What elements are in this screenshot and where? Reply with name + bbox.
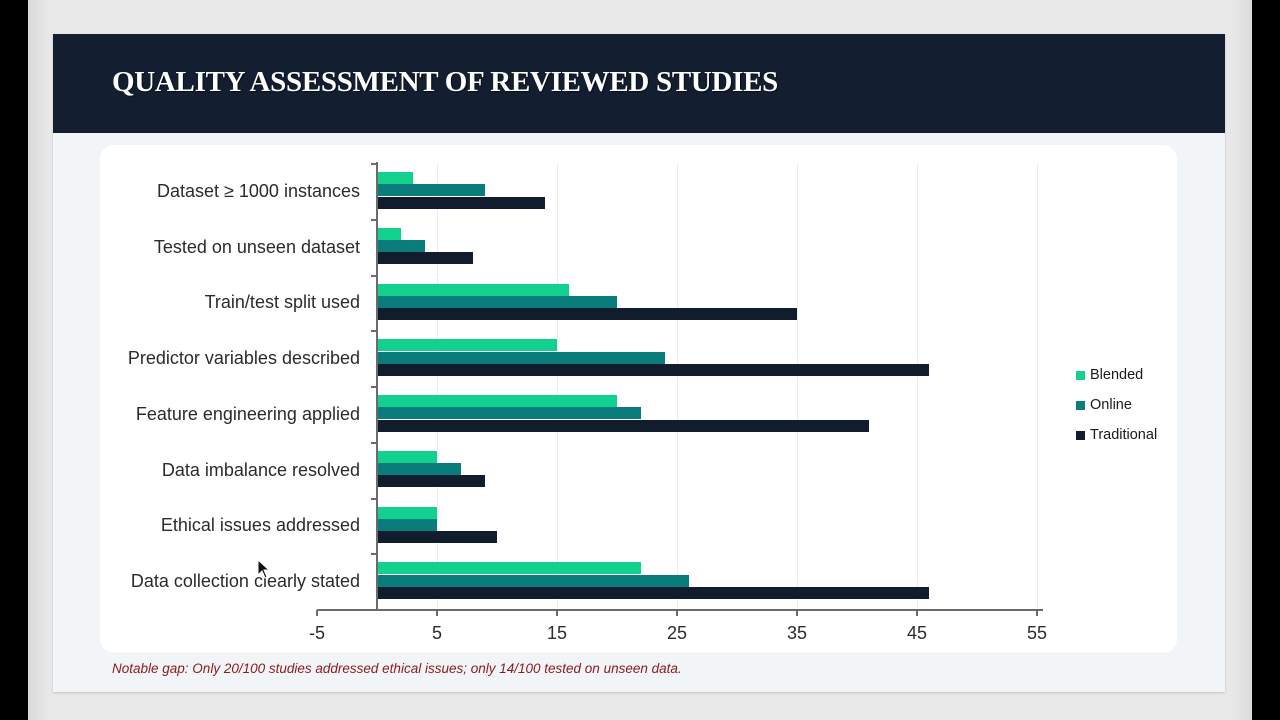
gridline [917, 164, 918, 610]
category-label: Feature engineering applied [135, 403, 360, 424]
x-axis [317, 609, 1043, 611]
gridline [557, 164, 558, 610]
bar-online [377, 518, 437, 531]
bar-traditional [377, 475, 485, 488]
category-label: Data collection clearly stated [130, 571, 360, 592]
bar-traditional [377, 419, 869, 432]
x-tick-label: -5 [308, 623, 325, 643]
y-tick [371, 163, 377, 165]
x-tick [676, 610, 678, 616]
x-tick [916, 610, 918, 616]
bar-blended [377, 395, 617, 407]
gridline [797, 164, 798, 610]
bar-online [377, 240, 425, 253]
category-label: Dataset ≥ 1000 instances [156, 180, 360, 201]
blended-swatch-icon [1076, 370, 1085, 380]
chart-legend: Blended Online Traditional [1076, 360, 1157, 450]
y-tick [371, 330, 377, 333]
x-tick-label: 45 [906, 623, 928, 643]
x-tick [1036, 610, 1038, 616]
bar-blended [377, 562, 641, 575]
x-tick-label: 15 [546, 623, 568, 643]
x-tick [556, 610, 558, 616]
y-tick [371, 274, 377, 277]
traditional-swatch-icon [1076, 430, 1085, 440]
x-tick-label: 55 [1026, 623, 1048, 643]
bar-online [377, 463, 461, 476]
slide-header: QUALITY ASSESSMENT OF REVIEWED STUDIES [53, 34, 1225, 133]
bar-online [377, 295, 617, 308]
category-label: Train/test split used [204, 292, 360, 313]
y-tick [371, 386, 377, 388]
legend-label: Traditional [1090, 427, 1158, 443]
category-label: Ethical issues addressed [160, 515, 360, 536]
bar-traditional [377, 252, 473, 265]
notable-gap-note: Notable gap: Only 20/100 studies address… [112, 661, 682, 676]
y-tick [371, 441, 377, 444]
bar-traditional [377, 363, 929, 376]
legend-label: Blended [1090, 367, 1144, 383]
bar-traditional [377, 531, 497, 544]
slide-title: QUALITY ASSESSMENT OF REVIEWED STUDIES [112, 66, 779, 98]
y-axis [376, 162, 378, 610]
legend-item-online: Online [1076, 390, 1157, 420]
x-tick [796, 610, 798, 616]
gridline [437, 164, 438, 610]
bar-online [377, 574, 689, 587]
bar-blended [377, 227, 401, 240]
gridline [1037, 164, 1038, 610]
online-swatch-icon [1076, 400, 1085, 410]
y-tick [371, 218, 377, 221]
x-tick-label: 35 [786, 623, 808, 643]
x-tick [436, 610, 438, 616]
legend-item-blended: Blended [1076, 360, 1157, 390]
bar-blended [377, 506, 437, 519]
bar-traditional [377, 308, 797, 321]
bar-blended [377, 339, 557, 352]
legend-item-traditional: Traditional [1076, 420, 1157, 450]
y-tick [371, 609, 377, 611]
y-tick [371, 497, 377, 500]
bar-blended [377, 172, 413, 184]
legend-label: Online [1090, 397, 1132, 413]
bar-online [377, 351, 665, 364]
gridline [677, 164, 678, 610]
y-tick [371, 553, 377, 556]
x-tick [316, 610, 318, 616]
x-tick-label: 25 [666, 623, 688, 643]
bar-traditional [377, 196, 545, 209]
category-label: Predictor variables described [127, 348, 360, 369]
category-label: Data imbalance resolved [161, 459, 360, 480]
bar-blended [377, 283, 569, 296]
bar-online [377, 407, 641, 420]
bar-traditional [377, 586, 929, 599]
category-label: Tested on unseen dataset [153, 236, 360, 257]
bar-online [377, 184, 485, 197]
bar-blended [377, 450, 437, 463]
x-tick-label: 5 [431, 623, 442, 643]
